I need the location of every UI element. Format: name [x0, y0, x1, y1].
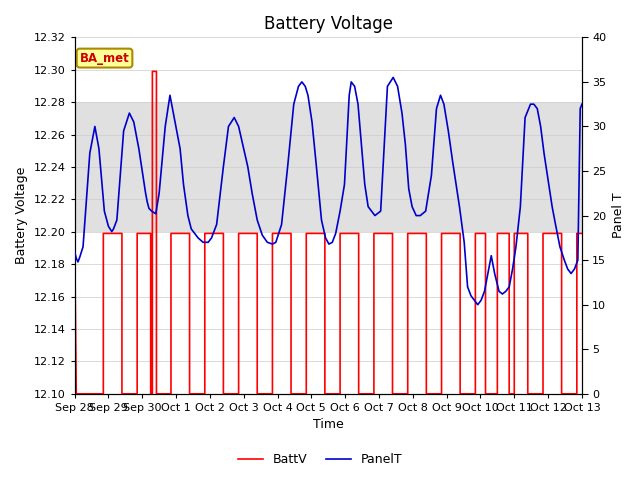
- PanelT: [578, 101, 586, 107]
- Bar: [75, 102, 582, 232]
- PanelT: [567, 271, 575, 276]
- BattV: [578, 230, 586, 236]
- BattV: [152, 391, 160, 396]
- PanelT: [264, 240, 271, 245]
- Legend: BattV, PanelT: BattV, PanelT: [232, 448, 408, 471]
- Y-axis label: Battery Voltage: Battery Voltage: [15, 167, 28, 264]
- Text: BA_met: BA_met: [79, 51, 129, 65]
- PanelT: [346, 92, 353, 98]
- BattV: [71, 230, 79, 236]
- PanelT: [521, 115, 529, 120]
- PanelT: [188, 226, 195, 232]
- BattV: [167, 230, 175, 236]
- PanelT: [290, 101, 298, 107]
- PanelT: [389, 74, 397, 80]
- PanelT: [474, 302, 481, 308]
- BattV: [493, 391, 501, 396]
- BattV: [573, 230, 580, 236]
- PanelT: [71, 248, 79, 254]
- X-axis label: Time: Time: [313, 419, 344, 432]
- BattV: [133, 391, 141, 396]
- BattV: [388, 391, 396, 396]
- BattV: [148, 69, 156, 74]
- Line: BattV: BattV: [75, 72, 582, 394]
- Y-axis label: Panel T: Panel T: [612, 193, 625, 239]
- BattV: [72, 391, 80, 396]
- Line: PanelT: PanelT: [75, 77, 582, 305]
- Title: Battery Voltage: Battery Voltage: [264, 15, 393, 33]
